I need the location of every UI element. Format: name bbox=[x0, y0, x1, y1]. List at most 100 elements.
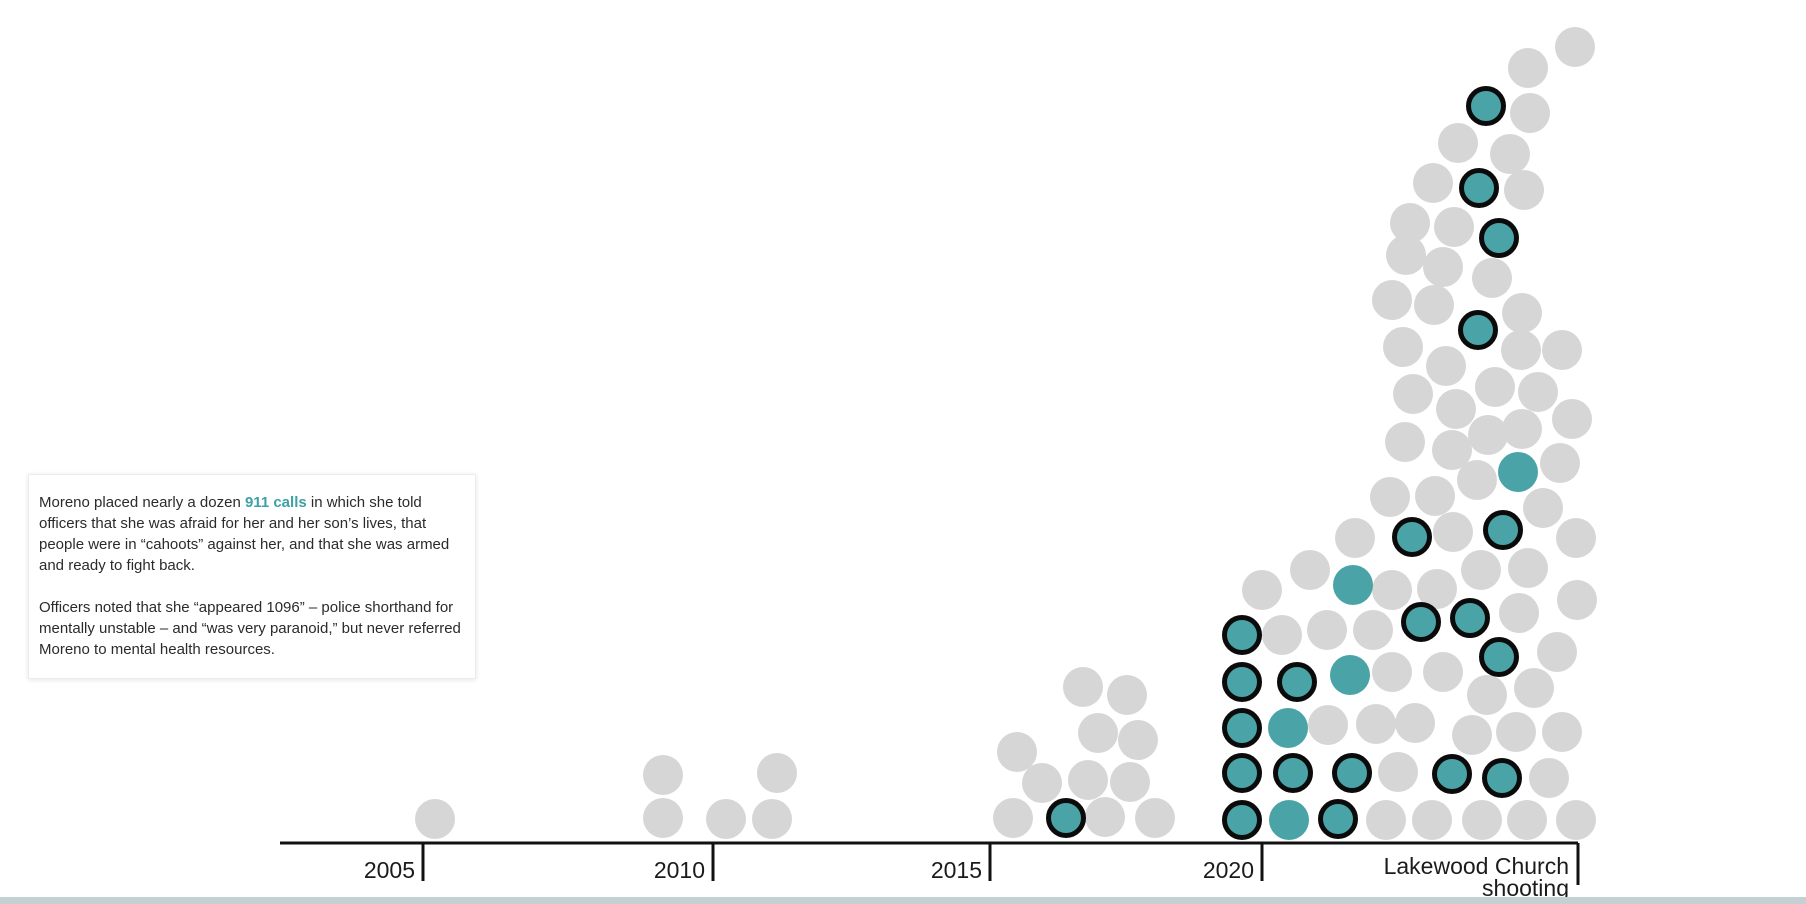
dot-gray bbox=[1475, 367, 1515, 407]
annotation-text-after: in which she told officers that she was … bbox=[39, 494, 450, 574]
dot-gray bbox=[1508, 548, 1548, 588]
dot-gray bbox=[1068, 760, 1108, 800]
dot-gray bbox=[993, 798, 1033, 838]
dot-gray bbox=[757, 753, 797, 793]
dot-gray bbox=[1118, 720, 1158, 760]
dot-gray bbox=[1107, 675, 1147, 715]
dot-gray bbox=[1378, 752, 1418, 792]
dot-teal-ring bbox=[1222, 615, 1262, 655]
dot-gray bbox=[1434, 207, 1474, 247]
dot-teal-ring bbox=[1432, 754, 1472, 794]
dot-gray bbox=[1501, 330, 1541, 370]
dot-teal-ring bbox=[1450, 598, 1490, 638]
dot-gray bbox=[1537, 632, 1577, 672]
dot-teal-ring bbox=[1332, 753, 1372, 793]
dot-gray bbox=[706, 799, 746, 839]
dot-gray bbox=[1507, 800, 1547, 840]
dot-teal-ring bbox=[1318, 799, 1358, 839]
dot-gray bbox=[1385, 422, 1425, 462]
annotation-card: Moreno placed nearly a dozen 911 calls i… bbox=[28, 474, 476, 679]
dot-gray bbox=[1552, 399, 1592, 439]
dot-teal bbox=[1333, 565, 1373, 605]
dot-gray bbox=[1423, 652, 1463, 692]
dot-gray bbox=[1307, 610, 1347, 650]
annotation-paragraph-1: Moreno placed nearly a dozen 911 calls i… bbox=[39, 492, 461, 576]
dot-gray bbox=[1022, 763, 1062, 803]
dot-gray bbox=[1514, 668, 1554, 708]
dot-gray bbox=[1518, 372, 1558, 412]
axis-end-tick-label: shooting bbox=[1482, 875, 1569, 901]
dot-gray bbox=[1467, 675, 1507, 715]
dot-teal-ring bbox=[1466, 86, 1506, 126]
dot-gray bbox=[1472, 258, 1512, 298]
dot-gray bbox=[1438, 123, 1478, 163]
dot-gray bbox=[1335, 518, 1375, 558]
dot-gray bbox=[1414, 285, 1454, 325]
dot-teal-ring bbox=[1273, 753, 1313, 793]
dot-gray bbox=[1557, 580, 1597, 620]
annotation-paragraph-2: Officers noted that she “appeared 1096” … bbox=[39, 599, 461, 658]
dot-teal-ring bbox=[1482, 758, 1522, 798]
dot-gray bbox=[415, 799, 455, 839]
dot-gray bbox=[643, 755, 683, 795]
next-section-edge bbox=[0, 897, 1806, 904]
dot-teal-ring bbox=[1392, 517, 1432, 557]
dot-gray bbox=[1417, 569, 1457, 609]
dot-teal-ring bbox=[1401, 602, 1441, 642]
dot-gray bbox=[1556, 518, 1596, 558]
dot-gray bbox=[1262, 615, 1302, 655]
dot-gray bbox=[1372, 652, 1412, 692]
dot-gray bbox=[1502, 409, 1542, 449]
dot-teal-ring bbox=[1277, 662, 1317, 702]
dot-teal bbox=[1269, 800, 1309, 840]
dot-gray bbox=[1436, 389, 1476, 429]
dot-teal-ring bbox=[1479, 218, 1519, 258]
dot-gray bbox=[1395, 703, 1435, 743]
dot-gray bbox=[1542, 712, 1582, 752]
dot-teal-ring bbox=[1046, 798, 1086, 838]
dot-gray bbox=[1529, 758, 1569, 798]
dot-gray bbox=[1383, 327, 1423, 367]
dot-gray bbox=[1372, 280, 1412, 320]
axis-end-tick-label: Lakewood Church bbox=[1384, 853, 1569, 879]
dot-gray bbox=[1457, 460, 1497, 500]
dot-gray bbox=[1078, 713, 1118, 753]
dot-gray bbox=[1423, 247, 1463, 287]
dot-gray bbox=[752, 799, 792, 839]
dot-teal-ring bbox=[1222, 662, 1262, 702]
dot-teal-ring bbox=[1459, 168, 1499, 208]
dot-gray bbox=[1366, 800, 1406, 840]
dot-teal-ring bbox=[1458, 310, 1498, 350]
dot-gray bbox=[1433, 512, 1473, 552]
911-calls-link[interactable]: 911 calls bbox=[244, 494, 307, 511]
dot-gray bbox=[1462, 800, 1502, 840]
dot-gray bbox=[1356, 704, 1396, 744]
dot-gray bbox=[1390, 203, 1430, 243]
dot-gray bbox=[997, 732, 1037, 772]
axis-tick-label: 2020 bbox=[1203, 857, 1254, 883]
dot-teal-ring bbox=[1483, 510, 1523, 550]
dot-gray bbox=[1499, 593, 1539, 633]
axis-tick-label: 2010 bbox=[654, 857, 705, 883]
dot-gray bbox=[1461, 550, 1501, 590]
dot-teal-ring bbox=[1222, 753, 1262, 793]
dot-gray bbox=[1386, 235, 1426, 275]
dot-gray bbox=[1510, 93, 1550, 133]
axis-tick-label: 2005 bbox=[364, 857, 415, 883]
dot-gray bbox=[1542, 330, 1582, 370]
dot-gray bbox=[1540, 443, 1580, 483]
dot-gray bbox=[1556, 800, 1596, 840]
dot-gray bbox=[1308, 705, 1348, 745]
annotation-text-before: Moreno placed nearly a dozen bbox=[39, 494, 245, 511]
dot-gray bbox=[643, 798, 683, 838]
dot-gray bbox=[1085, 797, 1125, 837]
axis-tick-label: 2015 bbox=[931, 857, 982, 883]
dot-gray bbox=[1290, 550, 1330, 590]
dot-gray bbox=[1426, 346, 1466, 386]
dot-gray bbox=[1523, 488, 1563, 528]
dot-gray bbox=[1504, 170, 1544, 210]
dot-teal bbox=[1330, 655, 1370, 695]
dot-gray bbox=[1063, 667, 1103, 707]
